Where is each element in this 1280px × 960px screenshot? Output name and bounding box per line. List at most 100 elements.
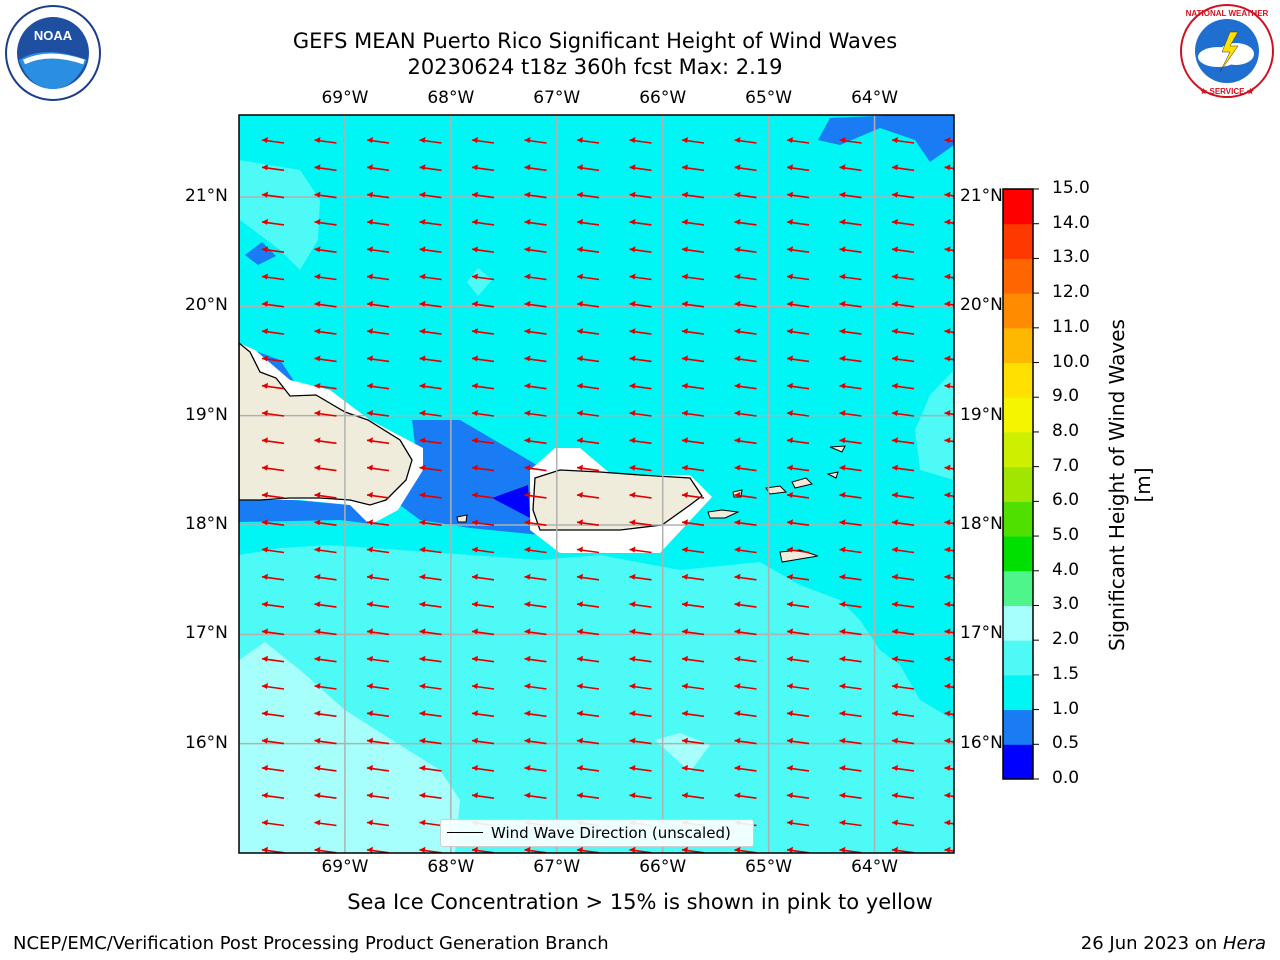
colorbar-tick-label: 14.0 [1052,212,1090,233]
wave-arrow-head [314,710,321,717]
wave-arrow-head [629,683,636,689]
wave-arrow-head [314,546,321,553]
wave-arrow-head [524,519,531,526]
lon-tick-label: 65°W [745,88,793,108]
wave-arrow-head [734,410,741,416]
wave-arrow-head [262,737,268,744]
wave-arrow-head [367,300,373,307]
wave-arrow-head [314,764,321,771]
lon-tick-label: 68°W [427,857,475,877]
wave-arrow-head [577,218,583,225]
wave-arrow-head [944,601,951,608]
footer-credit: NCEP/EMC/Verification Post Processing Pr… [13,933,609,954]
wave-arrow-head [419,573,426,580]
wave-arrow-head [839,410,846,416]
wave-arrow-head [524,764,531,771]
wind-wave-direction-arrows [261,137,954,853]
wave-arrow-head [262,573,268,580]
wave-arrow-head [577,710,583,717]
wave-arrow-head [629,491,636,498]
wave-arrow-head [839,710,846,717]
lat-tick-label: 18°N [960,514,1003,534]
wave-arrow-head [314,246,321,253]
wave-arrow-head [419,683,426,689]
colorbar-tick-label: 9.0 [1052,386,1080,407]
wave-arrow-head [944,710,951,717]
wave-arrow-head [262,300,268,307]
hispaniola-land [239,342,413,506]
wave-arrow-head [419,164,426,171]
wave-arrow-head [367,491,373,498]
wave-arrow-head [892,246,898,253]
wave-arrow-head [577,464,583,471]
sea-field-0.5-1m-patch [245,242,276,265]
wave-arrow-head [419,464,426,471]
legend-swatch [447,832,483,833]
wave-arrow-head [367,246,373,253]
wave-arrow-head [787,655,793,662]
wave-arrow-head [787,737,793,744]
colorbar-tick-label: 5.0 [1052,525,1080,546]
colorbar-segment [1003,397,1033,433]
colorbar-tick-label: 0.0 [1052,768,1080,788]
wave-arrow-head [419,300,426,307]
colorbar-segment [1003,327,1033,364]
wave-arrow-head [577,137,583,143]
vieques-island [707,509,740,519]
wave-arrow-head [839,164,846,171]
wave-arrow-head [682,792,688,799]
wave-arrow-head [419,655,426,662]
wave-arrow-head [839,628,846,635]
wave-arrow-head [682,573,688,580]
wave-arrow-head [734,491,741,498]
wave-arrow-head [839,464,846,471]
wave-arrow-head [839,137,846,143]
wave-arrow-head [892,218,898,225]
wave-arrow-head [787,355,793,362]
wave-arrow-head [419,628,426,635]
wave-arrow-head [944,683,951,689]
wave-arrow-head [839,246,846,253]
colorbar-tick-label: 11.0 [1052,316,1090,337]
mona-island [456,514,468,523]
wave-arrow-head [682,710,688,717]
wave-arrow-head [577,164,583,171]
wave-arrow-head [682,464,688,471]
wave-arrow-head [892,410,898,416]
wave-arrow-head [734,437,741,444]
wave-arrow-head [314,628,321,635]
wave-arrow-head [367,546,373,553]
wave-arrow-head [682,273,688,280]
wave-arrow-head [944,464,951,471]
wave-arrow-head [524,737,531,744]
wave-arrow-head [629,410,636,416]
wave-arrow-head [787,137,793,143]
wave-arrow-head [682,846,688,853]
wave-arrow-head [314,519,321,526]
lat-tick-label: 20°N [960,295,1003,316]
wave-arrow-head [577,437,583,444]
wave-arrow-head [472,710,478,717]
wave-arrow-head [419,737,426,744]
wave-arrow-head [262,846,268,853]
wave-arrow-head [262,218,268,225]
wave-arrow-head [472,328,478,335]
wave-arrow-head [472,300,478,307]
colorbar-segment [1003,744,1033,780]
colorbar-frame [1002,188,1034,780]
wave-arrow-head [262,655,268,662]
wave-arrow-head [944,846,951,853]
wave-arrow-head [892,437,898,444]
wave-arrow-head [262,273,268,280]
wave-arrow-head [314,382,321,389]
colorbar-tick-label: 1.0 [1052,698,1080,719]
nws-logo: NATIONAL WEATHER ★ SERVICE ★ [1178,2,1276,100]
wave-arrow-head [629,218,636,225]
wave-arrow-head [682,355,688,362]
wave-arrow-head [262,519,268,526]
wave-arrow-head [524,846,531,853]
wave-arrow-head [682,437,688,444]
footer-date-text: 26 Jun 2023 on [1080,933,1223,954]
wave-arrow-head [629,792,636,799]
wave-arrow-head [682,628,688,635]
